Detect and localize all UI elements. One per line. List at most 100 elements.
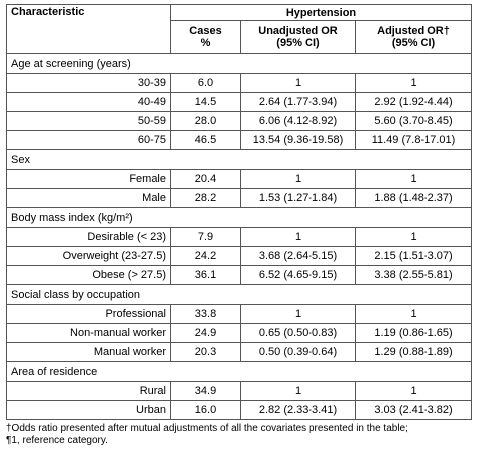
value-cell: 1 — [354, 227, 473, 247]
row-label: Desirable (< 23) — [6, 227, 171, 247]
value-cell: 6.06 (4.12-8.92) — [240, 111, 356, 131]
header-line: Cases — [189, 25, 222, 37]
value-cell: 3.38 (2.55-5.81) — [354, 265, 473, 285]
header-line: % — [200, 37, 211, 49]
value-cell: 5.60 (3.70-8.45) — [354, 111, 473, 131]
value-cell: 1 — [240, 169, 356, 189]
data-row: Obese (> 27.5) 36.1 6.52 (4.65-9.15) 3.38 (… — [6, 265, 473, 285]
footnote: †Odds ratio presented after mutual adjus… — [6, 423, 408, 434]
header-cell: Unadjusted OR (95% CI) — [240, 20, 356, 54]
header-cell: Adjusted OR† (95% CI) — [354, 20, 473, 54]
data-row: Manual worker 20.3 0.50 (0.39-0.64) 1.29 (0… — [6, 342, 473, 362]
value-cell: 1 — [240, 381, 356, 401]
data-row: 50-59 28.0 6.06 (4.12-8.92) 5.60 (3.70-8.45… — [6, 111, 473, 131]
row-label: Rural — [6, 381, 171, 401]
footnotes: †Odds ratio presented after mutual adjus… — [6, 423, 471, 447]
table-container: Characteristic Hypertension Cases% Unadju… — [5, 4, 473, 447]
section-row: Social class by occupation — [5, 284, 473, 305]
data-row: Desirable (< 23) 7.9 1 1 — [6, 227, 473, 247]
value-cell: 11.49 (7.8-17.01) — [354, 130, 473, 150]
row-label: Non-manual worker — [6, 323, 171, 343]
header-line: (95% CI) — [276, 37, 320, 49]
section-title: Sex — [5, 149, 473, 170]
header-cell: Cases% — [170, 20, 241, 54]
value-cell: 3.68 (2.64-5.15) — [240, 246, 356, 266]
footnote: ¶1, reference category. — [6, 435, 108, 446]
value-cell: 6.0 — [170, 73, 241, 93]
data-row: 60-75 46.5 13.54 (9.36-19.58) 11.49 (7.8-17… — [6, 130, 473, 150]
section-row: Body mass index (kg/m²) — [5, 207, 473, 228]
data-row: 30-39 6.0 1 1 — [6, 73, 473, 93]
value-cell: 0.65 (0.50-0.83) — [240, 323, 356, 343]
value-cell: 1.53 (1.27-1.84) — [240, 188, 356, 208]
value-cell: 16.0 — [170, 400, 241, 420]
data-row: Rural 34.9 1 1 — [6, 381, 473, 401]
row-label: Obese (> 27.5) — [6, 265, 171, 285]
value-cell: 24.9 — [170, 323, 241, 343]
value-cell: 3.03 (2.41-3.82) — [354, 400, 473, 420]
header-cell: Characteristic — [6, 4, 171, 54]
row-label: 60-75 — [6, 130, 171, 150]
value-cell: 1 — [354, 169, 473, 189]
data-row: 40-49 14.5 2.64 (1.77-3.94) 2.92 (1.92-4.44… — [6, 92, 473, 112]
value-cell: 1 — [354, 73, 473, 93]
value-cell: 2.15 (1.51-3.07) — [354, 246, 473, 266]
section-title: Area of residence — [5, 361, 473, 382]
value-cell: 1 — [240, 73, 356, 93]
header-row: Cases% Unadjusted OR (95% CI) Adjusted OR†(… — [7, 20, 473, 54]
value-cell: 1.29 (0.88-1.89) — [354, 342, 473, 362]
value-cell: 2.82 (2.33-3.41) — [240, 400, 356, 420]
value-cell: 14.5 — [170, 92, 241, 112]
data-row: Urban 16.0 2.82 (2.33-3.41) 3.03 (2.41-3.82… — [6, 400, 473, 420]
table-body: Age at screening (years) 30-39 6.0 1 1 40-49 1… — [5, 53, 473, 420]
value-cell: 2.92 (1.92-4.44) — [354, 92, 473, 112]
data-row: Professional 33.8 1 1 — [6, 304, 473, 324]
value-cell: 7.9 — [170, 227, 241, 247]
value-cell: 34.9 — [170, 381, 241, 401]
value-cell: 46.5 — [170, 130, 241, 150]
header-line: (95% CI) — [391, 37, 436, 49]
section-row: Sex — [5, 149, 473, 170]
data-row: Male 28.2 1.53 (1.27-1.84) 1.88 (1.48-2.37) — [6, 188, 473, 208]
row-label: 40-49 — [6, 92, 171, 112]
row-label: Professional — [6, 304, 171, 324]
value-cell: 13.54 (9.36-19.58) — [240, 130, 356, 150]
value-cell: 33.8 — [170, 304, 241, 324]
section-row: Area of residence — [5, 361, 473, 382]
value-cell: 24.2 — [170, 246, 241, 266]
row-label: Overweight (23-27.5) — [6, 246, 171, 266]
value-cell: 0.50 (0.39-0.64) — [240, 342, 356, 362]
header-group: Hypertension — [169, 4, 473, 21]
row-label: Female — [6, 169, 171, 189]
value-cell: 2.64 (1.77-3.94) — [240, 92, 356, 112]
value-cell: 1.19 (0.86-1.65) — [354, 323, 473, 343]
header-row: Characteristic Hypertension — [6, 4, 473, 54]
section-title: Social class by occupation — [5, 284, 473, 305]
value-cell: 6.52 (4.65-9.15) — [240, 265, 356, 285]
value-cell: 1 — [240, 227, 356, 247]
section-row: Age at screening (years) — [5, 53, 473, 74]
data-row: Non-manual worker 24.9 0.65 (0.50-0.83) 1.1… — [6, 323, 473, 343]
header-line: Adjusted OR† — [377, 25, 450, 37]
header-line: Unadjusted OR — [258, 25, 338, 37]
value-cell: 28.0 — [170, 111, 241, 131]
row-label: 50-59 — [6, 111, 171, 131]
section-title: Age at screening (years) — [5, 53, 473, 74]
results-table: Characteristic Hypertension Cases% Unadju… — [5, 4, 473, 420]
data-row: Female 20.4 1 1 — [6, 169, 473, 189]
row-label: Male — [6, 188, 171, 208]
value-cell: 36.1 — [170, 265, 241, 285]
row-label: Urban — [6, 400, 171, 420]
value-cell: 1 — [354, 381, 473, 401]
data-row: Overweight (23-27.5) 24.2 3.68 (2.64-5.15)… — [6, 246, 473, 266]
value-cell: 28.2 — [170, 188, 241, 208]
row-label: Manual worker — [6, 342, 171, 362]
table-head: Characteristic Hypertension Cases% Unadju… — [6, 4, 473, 54]
value-cell: 1 — [354, 304, 473, 324]
value-cell: 20.4 — [170, 169, 241, 189]
section-title: Body mass index (kg/m²) — [5, 207, 473, 228]
value-cell: 20.3 — [170, 342, 241, 362]
value-cell: 1.88 (1.48-2.37) — [354, 188, 473, 208]
value-cell: 1 — [240, 304, 356, 324]
